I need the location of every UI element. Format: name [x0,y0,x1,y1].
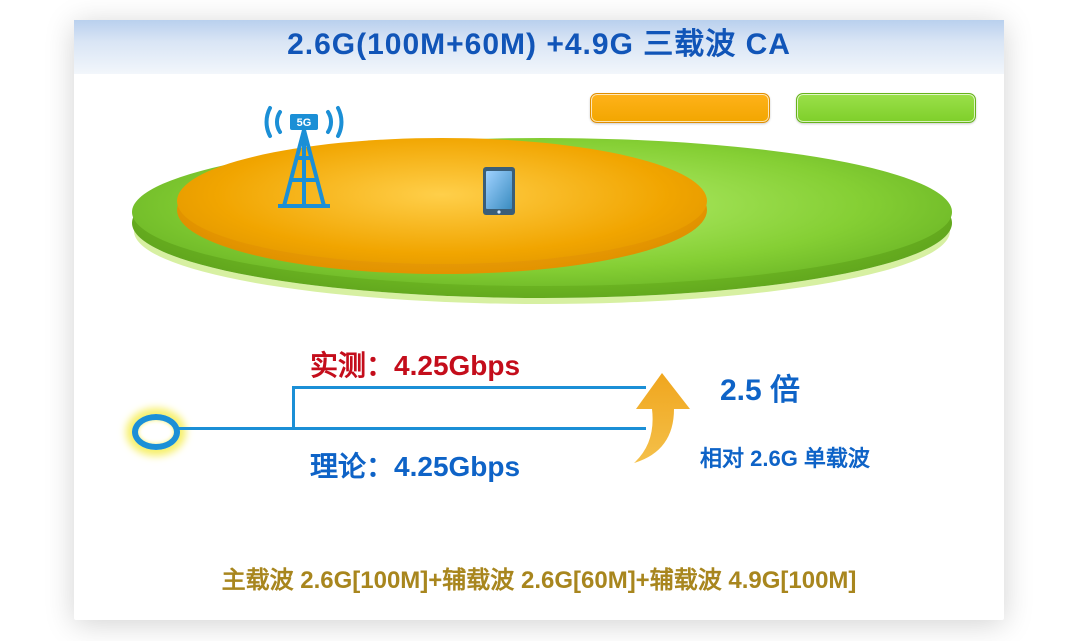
legend-swatch-orange [590,93,770,123]
title-text: 2.6G(100M+60M) +4.9G 三载波 CA [287,28,791,61]
tower-5g-icon: 5G [260,102,348,212]
relative-text: 相对 2.6G 单载波 [700,441,870,473]
carrier-config-line: 主载波 2.6G[100M]+辅载波 2.6G[60M]+辅载波 4.9G[10… [74,560,1004,595]
callout-ring-icon [132,414,180,450]
theory-label: 理论： [310,451,394,482]
multiplier-text: 2.5 倍 [720,365,800,409]
theory-value: 4.25Gbps [394,451,520,482]
callout-line [292,388,295,430]
inner-ellipse [177,138,707,264]
legend-swatch-green [796,93,976,123]
measured-speed: 实测：4.25Gbps [310,344,520,384]
up-arrow-icon [632,373,692,463]
callout-line [176,427,646,430]
tower-badge-text: 5G [297,117,312,129]
legend [590,93,976,123]
speed-callout: 实测：4.25Gbps 理论：4.25Gbps [132,350,672,500]
measured-value: 4.25Gbps [394,350,520,381]
callout-line [292,386,646,389]
slide-card: 2.6G(100M+60M) +4.9G 三载波 CA 5G [74,20,1004,620]
coverage-diagram: 5G [132,138,952,318]
boost-block: 2.5 倍 相对 2.6G 单载波 [632,355,992,505]
phone-icon [482,166,516,216]
theoretical-speed: 理论：4.25Gbps [310,445,520,485]
title-bar: 2.6G(100M+60M) +4.9G 三载波 CA [74,20,1004,74]
measured-label: 实测： [310,350,394,381]
